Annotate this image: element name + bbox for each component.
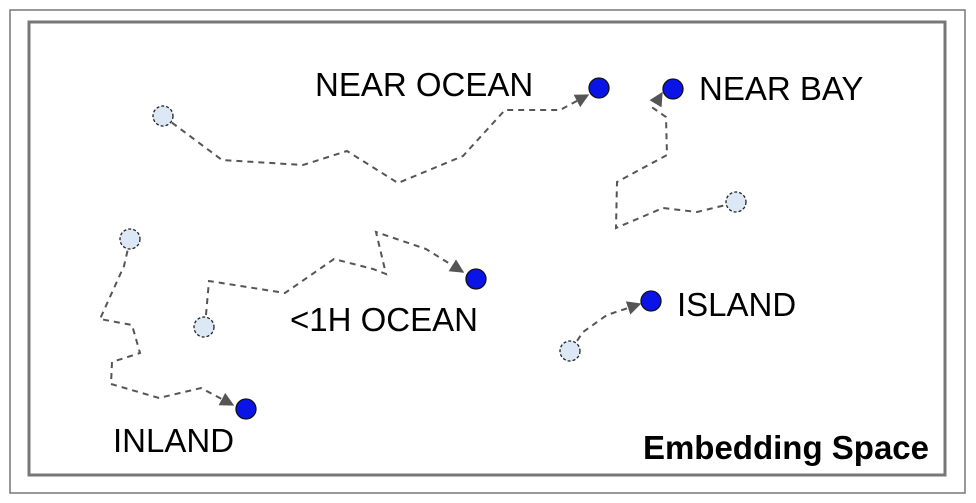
start-point-1h-ocean xyxy=(193,316,215,338)
trajectory-near-bay xyxy=(614,91,735,230)
trajectory-inland xyxy=(98,239,235,406)
start-point-island xyxy=(559,340,581,362)
trajectory-island xyxy=(570,301,642,351)
label-1h-ocean: <1H OCEAN xyxy=(290,301,478,338)
end-point-near-ocean xyxy=(588,77,610,99)
trajectory-near-ocean xyxy=(162,94,590,185)
start-point-near-ocean xyxy=(152,105,174,127)
trajectory-1h-ocean xyxy=(204,230,465,327)
start-point-inland xyxy=(119,228,141,250)
inner-frame xyxy=(27,20,947,477)
start-point-near-bay xyxy=(725,191,747,213)
end-point-1h-ocean xyxy=(465,268,487,290)
label-near-ocean: NEAR OCEAN xyxy=(315,66,533,103)
diagram-title: Embedding Space xyxy=(643,429,929,466)
label-near-bay: NEAR BAY xyxy=(699,70,863,107)
label-inland: INLAND xyxy=(113,422,234,459)
end-point-near-bay xyxy=(662,78,684,100)
label-island: ISLAND xyxy=(677,286,796,323)
end-point-island xyxy=(640,290,662,312)
end-point-inland xyxy=(235,398,257,420)
